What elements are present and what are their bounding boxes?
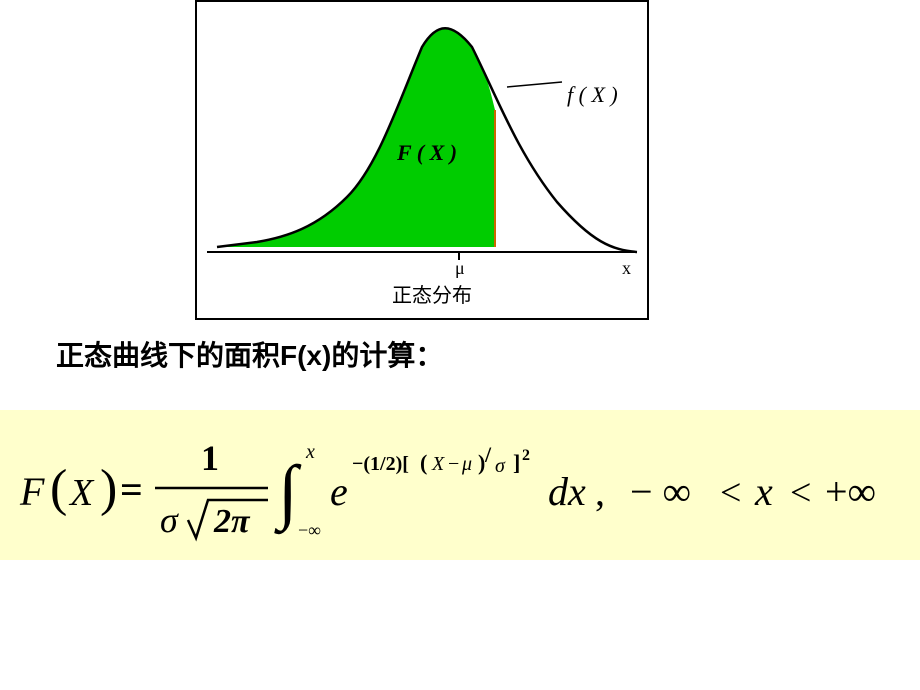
domain-lt1: < (720, 472, 741, 514)
exp-slash: / (484, 442, 492, 467)
domain-x: x (754, 469, 773, 514)
label-x-axis: x (622, 258, 631, 278)
exp-lparen: ( (420, 450, 427, 475)
label-pointer (507, 82, 562, 87)
formula-dx: dx (548, 469, 586, 514)
fraction-sigma: σ (160, 500, 179, 540)
exp-X: X (431, 453, 445, 475)
integral-lower: −∞ (298, 520, 321, 540)
formula-F: F (19, 469, 45, 514)
page-root: F ( X ) f ( X ) μ x 正态分布 正态曲线下的面积F(x)的计算… (0, 0, 920, 690)
fraction-numerator: 1 (201, 438, 219, 478)
formula-comma: , (595, 469, 605, 514)
exp-close-br: ] (513, 450, 520, 475)
formula-lparen: ( (50, 460, 67, 517)
label-mu: μ (455, 258, 465, 278)
formula-eq: = (120, 467, 143, 512)
formula-X: X (68, 472, 95, 514)
domain-lt2: < (790, 472, 811, 514)
label-f-X: f ( X ) (567, 82, 618, 107)
normal-curve-diagram: F ( X ) f ( X ) μ x 正态分布 (195, 0, 649, 320)
exp-prefix: −(1/2)[ (352, 453, 409, 475)
exp-square: 2 (522, 447, 530, 464)
section-caption: 正态曲线下的面积F(x)的计算： (56, 334, 443, 374)
exp-mu: μ (461, 453, 472, 475)
domain-pos-inf: +∞ (825, 469, 876, 514)
formula-rparen: ) (100, 460, 117, 517)
formula-band: F ( X ) = 1 σ 2π ∫ x −∞ e −(1/2)[ ( X − (0, 410, 920, 560)
exp-minus: − (448, 453, 459, 475)
figure-caption: 正态分布 (392, 284, 472, 307)
domain-neg-inf: − ∞ (630, 469, 691, 514)
shaded-area (217, 28, 495, 247)
fraction-2pi: 2π (213, 503, 251, 540)
label-F-X: F ( X ) (396, 140, 457, 165)
exp-sigma: σ (495, 455, 506, 477)
integrand-e: e (330, 469, 348, 514)
integral-upper: x (305, 441, 315, 463)
